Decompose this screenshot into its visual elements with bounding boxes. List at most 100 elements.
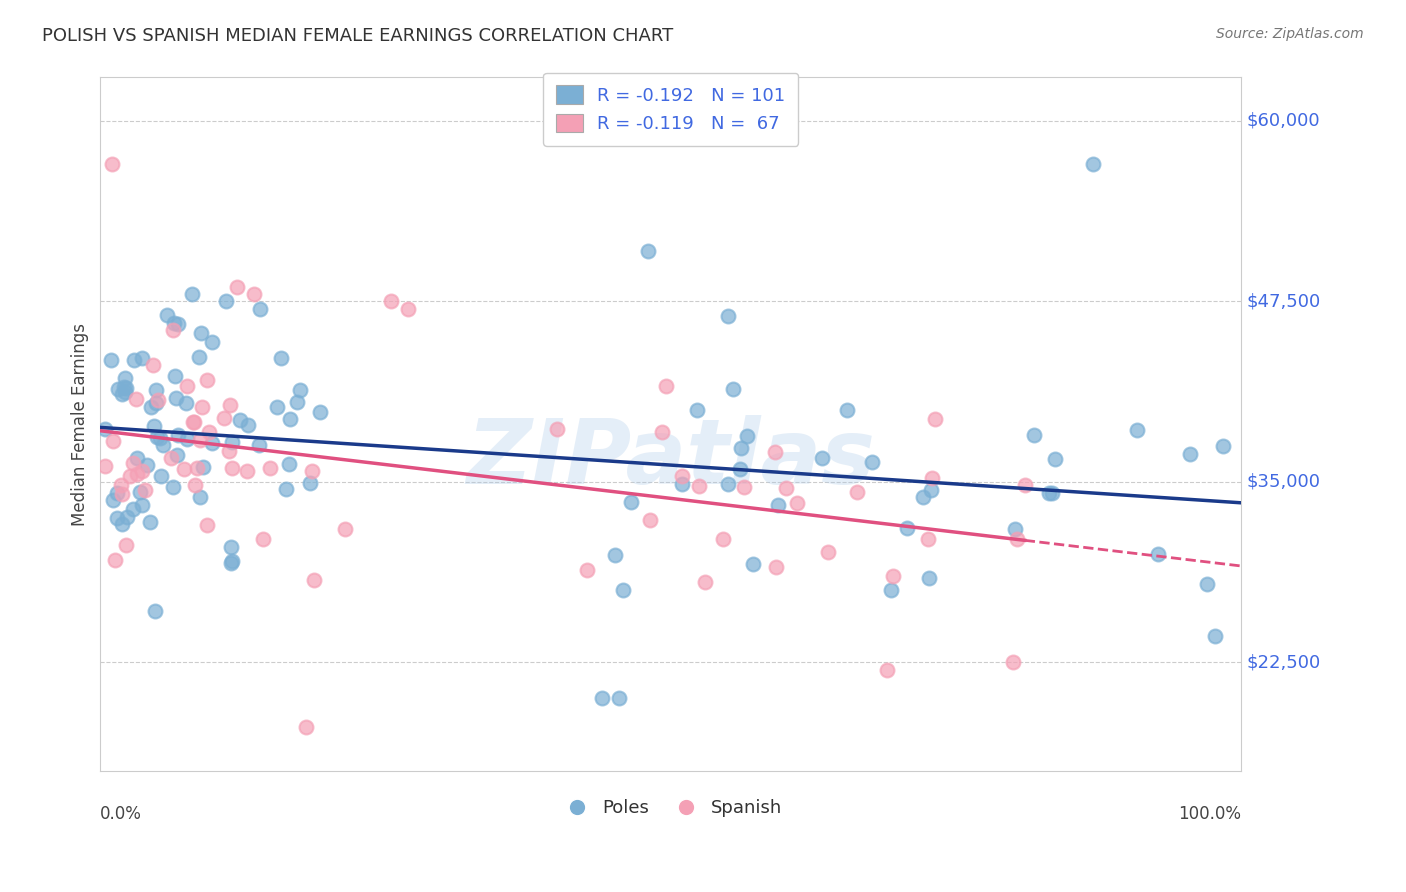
Point [1081, 157, 1104, 171]
Point [333, 522, 356, 536]
Point [114, 384, 136, 399]
Point [301, 464, 323, 478]
Point [845, 485, 868, 500]
Point [115, 381, 138, 395]
Point [766, 498, 789, 512]
Point [214, 411, 236, 425]
Point [302, 573, 325, 587]
Point [860, 455, 883, 469]
Point [221, 461, 243, 475]
Point [226, 280, 249, 294]
Point [121, 456, 143, 470]
Point [247, 437, 270, 451]
Text: POLISH VS SPANISH MEDIAN FEMALE EARNINGS CORRELATION CHART: POLISH VS SPANISH MEDIAN FEMALE EARNINGS… [42, 27, 673, 45]
Point [917, 571, 939, 585]
Point [195, 518, 218, 533]
Point [235, 464, 257, 478]
Point [198, 425, 221, 440]
Text: 0.0%: 0.0% [100, 805, 142, 823]
Point [152, 438, 174, 452]
Point [184, 478, 207, 492]
Point [201, 335, 224, 350]
Point [176, 433, 198, 447]
Point [167, 428, 190, 442]
Point [180, 287, 202, 301]
Point [730, 441, 752, 455]
Point [882, 569, 904, 583]
Point [920, 483, 942, 497]
Point [139, 401, 162, 415]
Point [105, 511, 128, 525]
Point [671, 469, 693, 483]
Point [728, 461, 751, 475]
Point [111, 487, 134, 501]
Point [880, 582, 903, 597]
Point [1212, 440, 1234, 454]
Point [145, 383, 167, 397]
Point [191, 400, 214, 414]
Point [186, 460, 208, 475]
Point [165, 368, 187, 383]
Point [139, 515, 162, 529]
Point [1045, 452, 1067, 467]
Point [810, 450, 832, 465]
Point [94, 458, 117, 473]
Text: $22,500: $22,500 [1247, 653, 1322, 672]
Point [125, 392, 148, 407]
Point [276, 482, 298, 496]
Point [612, 582, 634, 597]
Point [609, 691, 631, 706]
Point [924, 412, 946, 426]
Point [620, 494, 643, 508]
Point [191, 459, 214, 474]
Point [1007, 533, 1029, 547]
Point [252, 532, 274, 546]
Point [221, 434, 243, 449]
Point [277, 457, 299, 471]
Point [131, 498, 153, 512]
Point [876, 663, 898, 677]
Point [183, 416, 205, 430]
Y-axis label: Median Female Earnings: Median Female Earnings [72, 323, 89, 525]
Point [215, 294, 238, 309]
Point [219, 556, 242, 570]
Point [173, 462, 195, 476]
Point [219, 540, 242, 554]
Point [835, 403, 858, 417]
Point [104, 553, 127, 567]
Point [603, 548, 626, 562]
Point [243, 287, 266, 301]
Point [146, 393, 169, 408]
Point [142, 359, 165, 373]
Point [150, 469, 173, 483]
Legend: Poles, Spanish: Poles, Spanish [553, 791, 789, 824]
Point [741, 558, 763, 572]
Point [201, 436, 224, 450]
Point [278, 412, 301, 426]
Point [1004, 522, 1026, 536]
Point [775, 481, 797, 495]
Point [1180, 447, 1202, 461]
Point [143, 418, 166, 433]
Point [723, 382, 745, 396]
Point [1147, 547, 1170, 561]
Point [236, 417, 259, 432]
Point [190, 326, 212, 340]
Point [174, 396, 197, 410]
Point [188, 433, 211, 447]
Text: $35,000: $35,000 [1247, 473, 1320, 491]
Point [654, 379, 676, 393]
Point [218, 398, 240, 412]
Point [249, 301, 271, 316]
Point [1126, 423, 1149, 437]
Point [143, 604, 166, 618]
Point [685, 402, 707, 417]
Point [221, 554, 243, 568]
Point [1001, 656, 1024, 670]
Point [110, 478, 132, 492]
Point [145, 430, 167, 444]
Point [1022, 428, 1045, 442]
Point [166, 317, 188, 331]
Point [733, 480, 755, 494]
Point [125, 467, 148, 482]
